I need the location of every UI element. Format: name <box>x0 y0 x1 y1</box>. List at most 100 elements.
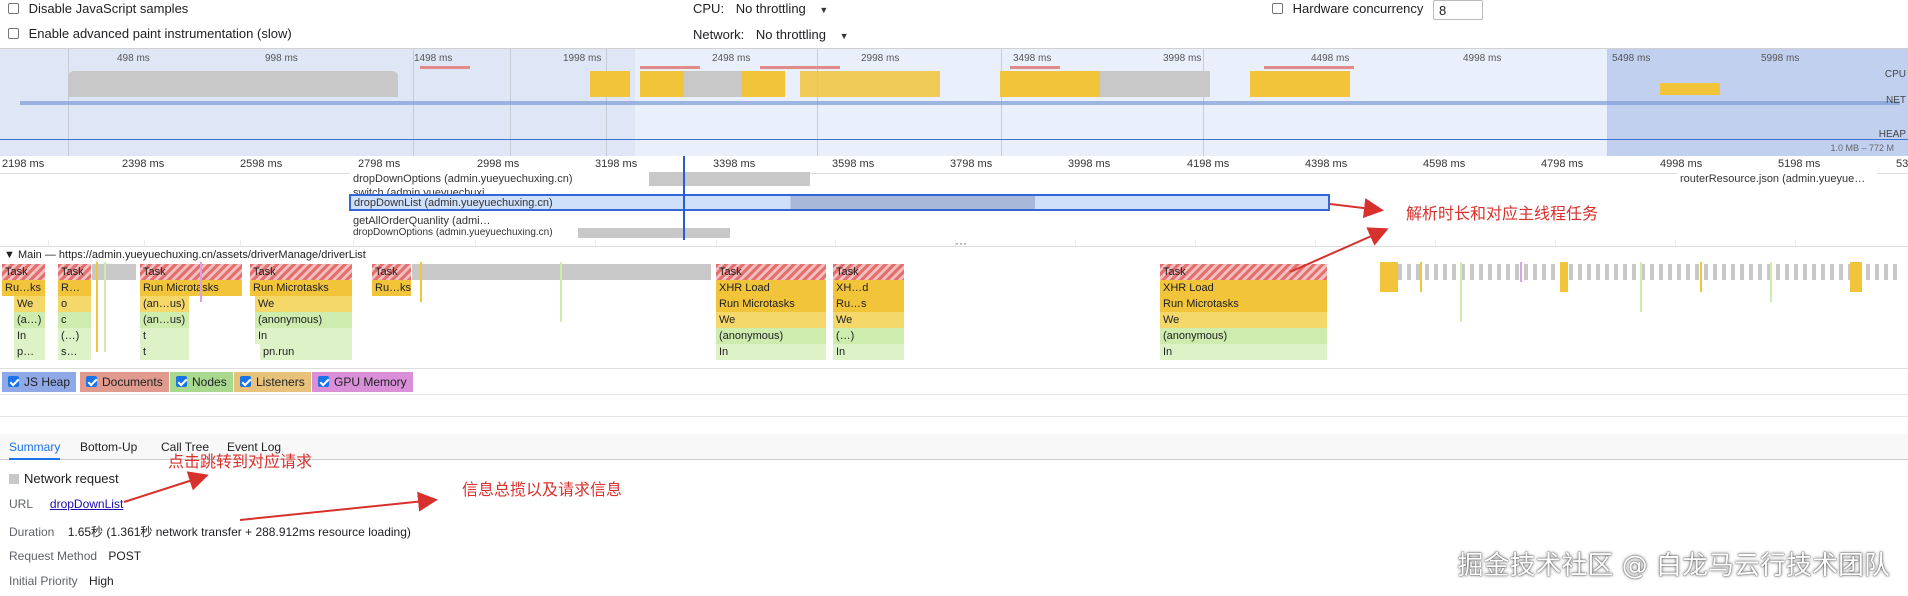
flame-block[interactable]: (a…) <box>14 312 46 328</box>
method-value: POST <box>108 549 142 563</box>
flame-chart[interactable]: Task Task Task Task Task Task Task Task … <box>0 262 1908 368</box>
ruler-tick: 4998 ms <box>1660 158 1703 170</box>
network-request-swatch <box>9 474 19 484</box>
flame-block[interactable]: o <box>58 296 92 312</box>
url-link[interactable]: dropDownList <box>49 497 124 511</box>
chevron-down-icon[interactable]: ▼ <box>839 31 849 41</box>
resize-handle-icon[interactable]: ··· <box>955 236 967 250</box>
flame-block[interactable]: Ru…s <box>833 296 905 312</box>
ruler-tick: 2598 ms <box>240 158 283 170</box>
flame-block[interactable]: We <box>1160 312 1328 328</box>
flame-block[interactable]: Run Microtasks <box>716 296 827 312</box>
cpu-lane-label: CPU <box>1884 69 1906 80</box>
cpu-throttle-select[interactable]: No throttling <box>735 1 806 16</box>
network-request[interactable]: getAllOrderQuanlity (admi… <box>350 214 500 228</box>
flame-block[interactable]: XH…d <box>833 280 905 296</box>
network-request[interactable]: dropDownOptions (admin.yueyuechuxing.cn) <box>350 228 730 238</box>
task-block[interactable]: Task <box>716 264 827 280</box>
flame-block[interactable]: t <box>140 344 190 360</box>
listeners-toggle[interactable]: Listeners <box>234 372 311 392</box>
chevron-down-icon[interactable]: ▼ <box>819 5 829 15</box>
duration-label: Duration <box>9 525 55 539</box>
tab-call-tree[interactable]: Call Tree <box>161 440 210 454</box>
flame-block[interactable]: In <box>1160 344 1328 360</box>
disable-js-samples-checkbox[interactable] <box>8 3 19 14</box>
flame-block[interactable]: (anonymous) <box>255 312 353 328</box>
task-block[interactable]: Task <box>833 264 905 280</box>
timeline-overview[interactable]: 498 ms 998 ms 1498 ms 1998 ms 2498 ms 29… <box>0 48 1908 157</box>
tab-summary[interactable]: Summary <box>9 440 61 460</box>
enable-paint-setting[interactable]: Enable advanced paint instrumentation (s… <box>8 26 292 41</box>
heap-lane-label: HEAP <box>1878 129 1906 140</box>
time-ruler[interactable]: 2198 ms 2398 ms 2598 ms 2798 ms 2998 ms … <box>0 156 1908 174</box>
flame-block[interactable]: In <box>14 328 46 344</box>
flame-block[interactable]: s… <box>58 344 92 360</box>
hardware-concurrency-setting: Hardware concurrency 8 <box>1272 0 1484 20</box>
overview-tick: 1998 ms <box>563 53 602 64</box>
task-block[interactable] <box>92 264 137 280</box>
network-request[interactable]: routerResource.json (admin.yueyue… <box>1677 172 1877 186</box>
overview-tick: 5498 ms <box>1612 53 1651 64</box>
playhead <box>683 156 685 240</box>
network-request-selected[interactable]: dropDownList (admin.yueyuechuxing.cn) <box>349 194 1330 211</box>
tab-event-log[interactable]: Event Log <box>227 440 282 454</box>
ruler-tick: 4598 ms <box>1423 158 1466 170</box>
documents-toggle[interactable]: Documents <box>80 372 169 392</box>
tab-bottom-up[interactable]: Bottom-Up <box>80 440 138 454</box>
task-block[interactable] <box>412 264 712 280</box>
task-block[interactable]: Task <box>140 264 243 280</box>
flame-block[interactable]: Run Microtasks <box>140 280 243 296</box>
summary-panel: Network request URL dropDownList Duratio… <box>0 460 1908 596</box>
ruler-tick: 2798 ms <box>358 158 401 170</box>
flame-block[interactable]: Run Microtasks <box>250 280 353 296</box>
documents-label: Documents <box>102 375 163 389</box>
flame-block[interactable]: pn.run <box>260 344 353 360</box>
flame-block[interactable]: R… <box>58 280 92 296</box>
cpu-throttle-setting: CPU: No throttling ▼ <box>693 1 828 16</box>
flame-block[interactable]: XHR Load <box>1160 280 1328 296</box>
hardware-concurrency-input[interactable]: 8 <box>1433 0 1484 20</box>
task-block[interactable]: Task <box>372 264 412 280</box>
flame-block[interactable]: c <box>58 312 92 328</box>
collapse-triangle-icon[interactable]: ▼ <box>4 249 15 261</box>
flame-block[interactable]: In <box>716 344 827 360</box>
flame-block[interactable]: In <box>255 328 353 344</box>
flame-block[interactable]: XHR Load <box>716 280 827 296</box>
flame-block[interactable]: t <box>140 328 190 344</box>
flame-block[interactable]: Run Microtasks <box>1160 296 1328 312</box>
flame-block[interactable]: We <box>14 296 46 312</box>
flame-block[interactable]: Ru…ks <box>2 280 46 296</box>
flame-block[interactable]: (anonymous) <box>1160 328 1328 344</box>
js-heap-label: JS Heap <box>24 375 71 389</box>
flame-block[interactable]: We <box>716 312 827 328</box>
main-thread-title: Main — https://admin.yueyuechuxing.cn/as… <box>17 249 366 261</box>
task-block[interactable]: Task <box>250 264 353 280</box>
flame-block[interactable]: (anonymous) <box>716 328 827 344</box>
priority-label: Initial Priority <box>9 574 78 588</box>
flame-block[interactable]: (an…us) <box>140 296 190 312</box>
network-throttle-select[interactable]: No throttling <box>755 27 827 42</box>
flame-block[interactable]: In <box>833 344 905 360</box>
gpu-memory-toggle[interactable]: GPU Memory <box>312 372 413 392</box>
annotation-click-jump: 点击跳转到对应请求 <box>168 454 313 471</box>
flame-block[interactable]: (…) <box>58 328 92 344</box>
task-block[interactable]: Task <box>1160 264 1328 280</box>
task-block[interactable]: Task <box>58 264 92 280</box>
overview-tick: 5998 ms <box>1761 53 1800 64</box>
flame-block[interactable]: (…) <box>833 328 905 344</box>
network-request[interactable]: dropDownOptions (admin.yueyuechuxing.cn) <box>350 172 810 186</box>
flame-block[interactable]: (an…us) <box>140 312 190 328</box>
flame-block[interactable]: We <box>255 296 353 312</box>
disable-js-samples-setting[interactable]: Disable JavaScript samples <box>8 1 188 16</box>
flame-block[interactable]: Ru…ks <box>372 280 412 296</box>
hardware-concurrency-checkbox[interactable] <box>1272 3 1283 15</box>
flame-block[interactable]: We <box>833 312 905 328</box>
flame-block[interactable]: p… <box>14 344 46 360</box>
enable-paint-checkbox[interactable] <box>8 28 19 39</box>
main-thread-header[interactable]: ▼ Main — https://admin.yueyuechuxing.cn/… <box>0 246 1908 262</box>
overview-tick: 4498 ms <box>1311 53 1350 64</box>
js-heap-toggle[interactable]: JS Heap <box>2 372 77 392</box>
ruler-tick: 3398 ms <box>713 158 756 170</box>
nodes-toggle[interactable]: Nodes <box>170 372 233 392</box>
task-block[interactable]: Task <box>2 264 46 280</box>
